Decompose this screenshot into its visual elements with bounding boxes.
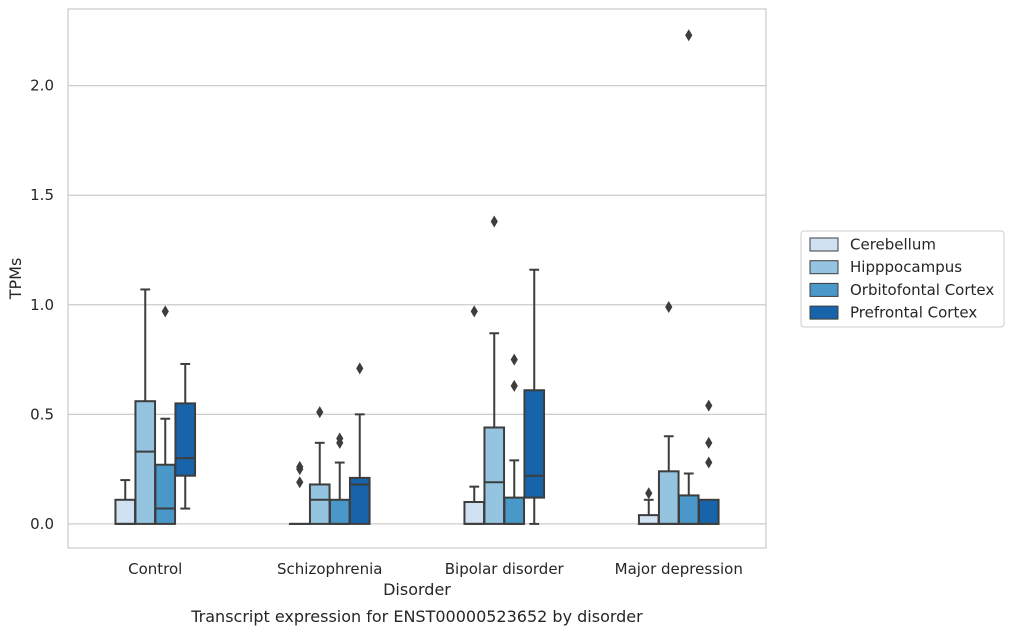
- box-3: [677, 29, 700, 525]
- iqr-box: [677, 494, 700, 525]
- outlier-point: [470, 305, 478, 318]
- y-tick-label: 1.5: [30, 186, 54, 204]
- box-3: [154, 305, 177, 525]
- legend-items: Cerebellum Hipppocampus Orbitofontal Corte…: [809, 236, 994, 322]
- y-axis-label: TPMs: [6, 258, 25, 301]
- box-4: [523, 268, 546, 525]
- y-tick-labels: 0.0 0.5 1.0 1.5 2.0: [30, 77, 54, 533]
- outlier-point: [705, 399, 713, 412]
- box-3: [503, 353, 526, 525]
- legend: Cerebellum Hipppocampus Orbitofontal Corte…: [800, 230, 1005, 328]
- x-tick-label: Bipolar disorder: [445, 560, 565, 578]
- box-1: [637, 487, 660, 525]
- iqr-box: [483, 426, 506, 525]
- legend-label: Orbitofontal Cortex: [850, 281, 994, 299]
- legend-label: Prefrontal Cortex: [850, 304, 977, 322]
- x-tick-labels: Control Schizophrenia Bipolar disorder Majo…: [128, 560, 743, 578]
- outlier-point: [161, 305, 169, 318]
- box-2: [134, 288, 157, 525]
- legend-swatch: [809, 260, 839, 275]
- outlier-point: [665, 300, 673, 313]
- y-tick-label: 0.5: [30, 405, 54, 423]
- iqr-box: [657, 470, 680, 525]
- iqr-box: [463, 500, 486, 525]
- outlier-point: [296, 476, 304, 489]
- legend-swatch: [809, 237, 839, 252]
- iqr-box: [348, 476, 371, 525]
- outlier-point: [645, 487, 653, 500]
- iqr-box: [697, 498, 720, 525]
- outlier-point: [705, 456, 713, 469]
- x-tick-label: Control: [128, 560, 182, 578]
- x-tick-label: Schizophrenia: [277, 560, 382, 578]
- outlier-point: [336, 432, 344, 445]
- y-tick-label: 1.0: [30, 296, 54, 314]
- iqr-box: [174, 402, 197, 477]
- box-1: [114, 479, 137, 525]
- y-tick-label: 2.0: [30, 77, 54, 95]
- box-1: [288, 460, 311, 525]
- iqr-box: [637, 514, 660, 525]
- outlier-point: [316, 406, 324, 419]
- box-marks: [114, 29, 720, 525]
- outlier-point: [356, 362, 364, 375]
- y-tick-label: 0.0: [30, 515, 54, 533]
- iqr-box: [134, 400, 157, 525]
- outlier-point: [296, 460, 304, 473]
- x-axis-label: Disorder: [383, 580, 451, 599]
- legend-frame: [800, 230, 1005, 328]
- box-2: [483, 215, 506, 525]
- iqr-box: [154, 463, 177, 525]
- box-2: [308, 406, 331, 525]
- box-3: [328, 432, 351, 525]
- box-4: [174, 362, 197, 510]
- iqr-box: [114, 498, 137, 525]
- chart-caption: Transcript expression for ENST0000052365…: [190, 607, 643, 626]
- legend-swatch: [809, 282, 839, 297]
- gridlines: [68, 85, 766, 525]
- iqr-box: [503, 496, 526, 525]
- outlier-point: [705, 436, 713, 449]
- iqr-box: [308, 483, 331, 525]
- box-4: [697, 399, 720, 525]
- outlier-point: [510, 379, 518, 392]
- box-4: [348, 362, 371, 525]
- legend-label: Cerebellum: [850, 236, 936, 254]
- box-2: [657, 300, 680, 525]
- iqr-box: [523, 389, 546, 499]
- iqr-box: [328, 498, 351, 525]
- legend-swatch: [809, 305, 839, 320]
- outlier-point: [510, 353, 518, 366]
- outlier-point: [685, 29, 693, 42]
- plot-area-frame: [67, 8, 767, 549]
- legend-label: Hipppocampus: [850, 258, 962, 276]
- outlier-point: [490, 215, 498, 228]
- x-tick-label: Major depression: [615, 560, 743, 578]
- box-1: [463, 305, 486, 525]
